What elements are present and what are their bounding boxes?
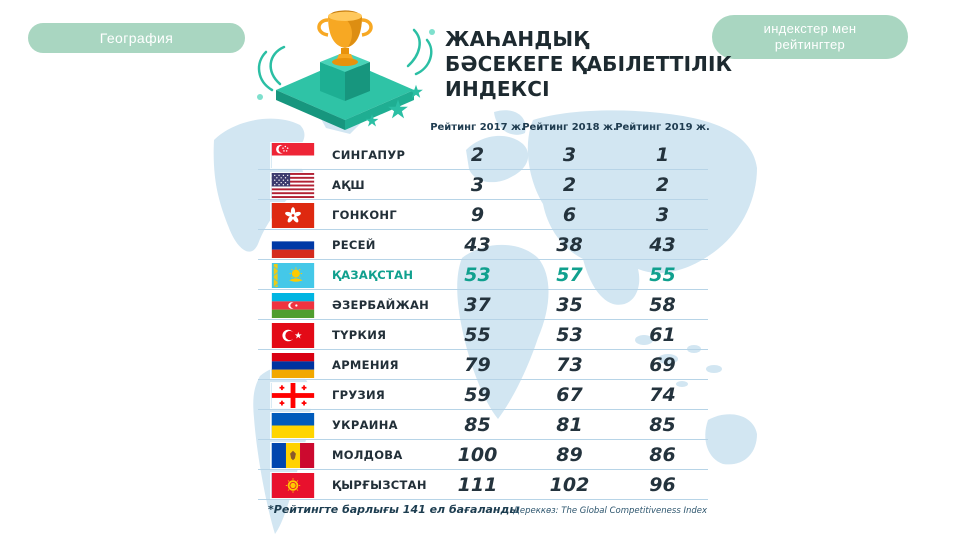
indexes-ratings-label-line1: индекстер мен — [763, 21, 857, 36]
flag-moldova-icon — [271, 443, 315, 468]
country-label: ҚАЗАҚСТАН — [332, 268, 414, 282]
rank-2019: 86 — [649, 444, 676, 466]
flag-ukraine-icon — [271, 413, 315, 438]
rank-2019: 96 — [649, 474, 676, 496]
flag-azerbaijan-icon — [271, 293, 315, 318]
rank-2019: 85 — [649, 414, 676, 436]
country-label: ГОНКОНГ — [332, 208, 397, 222]
table-row-kazakhstan: ҚАЗАҚСТАН 53 57 55 — [258, 260, 708, 290]
country-label: ӘЗЕРБАЙЖАН — [332, 298, 430, 312]
rank-2018: 81 — [556, 414, 583, 436]
rank-2017: 3 — [470, 174, 485, 196]
rank-2018: 6 — [562, 204, 577, 226]
rank-2018: 102 — [549, 474, 590, 496]
country-label: МОЛДОВА — [332, 448, 403, 462]
title-line2: БӘСЕКЕГЕ ҚАБІЛЕТТІЛІК — [445, 52, 733, 76]
table-row: ҚЫРҒЫЗСТАН 111 102 96 — [258, 470, 708, 500]
title-line3: ИНДЕКСІ — [445, 77, 550, 101]
footnote: *Рейтингте барлығы 141 ел бағаланды — [268, 503, 520, 516]
flag-kazakhstan-icon — [271, 263, 315, 288]
rank-2019: 69 — [649, 354, 676, 376]
rank-2019: 74 — [649, 384, 676, 406]
rank-2019: 3 — [655, 204, 670, 226]
table-row: ТҮРКИЯ 55 53 61 — [258, 320, 708, 350]
rank-2018: 35 — [556, 294, 583, 316]
rank-2019: 1 — [655, 144, 670, 166]
title-line1: ЖАҺАНДЫҚ — [445, 27, 589, 51]
rank-2019: 58 — [649, 294, 676, 316]
indexes-ratings-label-line2: рейтингтер — [774, 37, 846, 52]
column-header-2019: Рейтинг 2019 ж. — [615, 122, 710, 133]
geography-button-label: География — [99, 30, 174, 46]
rank-2017: 9 — [470, 204, 485, 226]
table-row: СИНГАПУР 2 3 1 — [258, 140, 708, 170]
rank-2017: 2 — [470, 144, 485, 166]
flag-georgia-icon — [271, 383, 315, 408]
country-label: РЕСЕЙ — [332, 238, 376, 252]
country-label: АРМЕНИЯ — [332, 358, 399, 372]
rank-2018: 3 — [562, 144, 577, 166]
rank-2019: 55 — [649, 264, 676, 286]
table-row: ӘЗЕРБАЙЖАН 37 35 58 — [258, 290, 708, 320]
table-row: ГРУЗИЯ 59 67 74 — [258, 380, 708, 410]
rank-2019: 2 — [655, 174, 670, 196]
table-row: АРМЕНИЯ 79 73 69 — [258, 350, 708, 380]
ranking-table: Рейтинг 2017 ж. Рейтинг 2018 ж. Рейтинг … — [258, 118, 710, 500]
country-label: УКРАИНА — [332, 418, 398, 432]
rank-2017: 55 — [464, 324, 491, 346]
rank-2017: 79 — [464, 354, 491, 376]
rank-2018: 38 — [556, 234, 583, 256]
column-header-2017: Рейтинг 2017 ж. — [430, 122, 525, 133]
page-title: ЖАҺАНДЫҚ БӘСЕКЕГЕ ҚАБІЛЕТТІЛІК ИНДЕКСІ — [445, 27, 745, 102]
rank-2018: 67 — [556, 384, 583, 406]
rank-2017: 100 — [457, 444, 498, 466]
country-label: ГРУЗИЯ — [332, 388, 386, 402]
geography-button[interactable]: География — [28, 23, 245, 53]
rank-2018: 2 — [562, 174, 577, 196]
trophy-podium-illustration — [257, 10, 435, 130]
indexes-ratings-button[interactable]: индекстер мен рейтингтер — [712, 15, 908, 59]
country-label: ТҮРКИЯ — [332, 328, 387, 342]
country-label: ҚЫРҒЫЗСТАН — [332, 478, 427, 492]
flag-singapore-icon — [271, 143, 315, 168]
table-row: МОЛДОВА 100 89 86 — [258, 440, 708, 470]
rank-2017: 43 — [464, 234, 491, 256]
flag-hongkong-icon — [271, 203, 315, 228]
flag-usa-icon — [271, 173, 315, 198]
rank-2018: 53 — [556, 324, 583, 346]
country-label: СИНГАПУР — [332, 148, 406, 162]
rank-2018: 89 — [556, 444, 583, 466]
rank-2018: 57 — [556, 264, 583, 286]
rank-2018: 73 — [556, 354, 583, 376]
table-row: ГОНКОНГ 9 6 3 — [258, 200, 708, 230]
rank-2017: 59 — [464, 384, 491, 406]
flag-turkey-icon — [271, 323, 315, 348]
world-map-background — [213, 108, 757, 534]
table-header: Рейтинг 2017 ж. Рейтинг 2018 ж. Рейтинг … — [258, 118, 710, 140]
table-row: РЕСЕЙ 43 38 43 — [258, 230, 708, 260]
rank-2019: 43 — [649, 234, 676, 256]
source-credit: Дереккөз: The Global Competitiveness Ind… — [513, 506, 707, 516]
table-row: АҚШ 3 2 2 — [258, 170, 708, 200]
rank-2019: 61 — [649, 324, 676, 346]
rank-2017: 85 — [464, 414, 491, 436]
flag-russia-icon — [271, 233, 315, 258]
rank-2017: 111 — [457, 474, 498, 496]
rank-2017: 53 — [464, 264, 491, 286]
country-label: АҚШ — [332, 178, 365, 192]
flag-kyrgyzstan-icon — [271, 473, 315, 498]
flag-armenia-icon — [271, 353, 315, 378]
table-row: УКРАИНА 85 81 85 — [258, 410, 708, 440]
column-header-2018: Рейтинг 2018 ж. — [522, 122, 617, 133]
rank-2017: 37 — [464, 294, 491, 316]
